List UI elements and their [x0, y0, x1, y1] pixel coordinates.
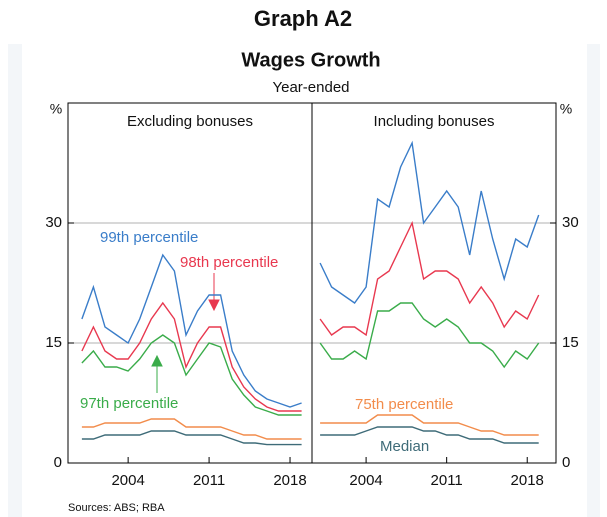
panel-title: Excluding bonuses: [127, 113, 253, 130]
series-line: [319, 302, 540, 369]
series-line: [319, 220, 540, 337]
plot-background: [22, 44, 587, 517]
y-tick-label: 0: [562, 454, 570, 471]
x-tick-label: 2011: [193, 472, 225, 489]
panel-frame: [311, 102, 557, 464]
series-line: [81, 430, 302, 446]
source: Sources: ABS; RBA: [68, 502, 165, 514]
annotation: 97th percentile: [80, 395, 178, 412]
title: Graph A2: [254, 6, 352, 31]
y-tick-label: 15: [562, 334, 579, 351]
arrow: [151, 354, 163, 393]
y-unit: %: [50, 101, 62, 117]
y-tick-label: 30: [562, 214, 579, 231]
series-line: [320, 414, 539, 436]
x-tick-label: 2004: [111, 472, 144, 489]
x-tick-label: 2004: [349, 472, 382, 489]
y-tick-label: 0: [54, 454, 62, 471]
x-tick-label: 2011: [431, 472, 463, 489]
x-tick-label: 2018: [511, 472, 544, 489]
x-tick-label: 2018: [273, 472, 306, 489]
series-line: [320, 426, 539, 444]
arrow: [208, 273, 220, 312]
panel-title: Including bonuses: [374, 113, 495, 130]
series-line: [81, 253, 302, 408]
annotation: 75th percentile: [355, 396, 453, 413]
series-line: [81, 334, 302, 416]
series-line: [81, 418, 302, 440]
y-tick-label: 30: [45, 214, 62, 231]
series-line: [319, 140, 540, 304]
annotation: 98th percentile: [180, 254, 278, 271]
annotation: Median: [380, 438, 429, 455]
y-tick-label: 15: [45, 334, 62, 351]
series-line: [81, 301, 302, 412]
subtitle: Wages Growth: [241, 49, 380, 71]
annotation: 99th percentile: [100, 229, 198, 246]
note: Year-ended: [272, 79, 349, 96]
y-unit: %: [560, 101, 572, 117]
